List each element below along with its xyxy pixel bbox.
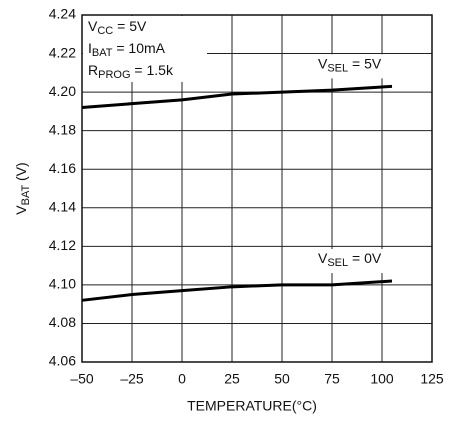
label-main: V: [318, 250, 328, 266]
y-tick-label: 4.16: [49, 160, 76, 176]
x-tick-label: 125: [420, 371, 444, 387]
annotation-background: [83, 16, 207, 82]
y-tick-label: 4.06: [49, 353, 76, 369]
label-main: I: [88, 40, 92, 56]
series-line: [81, 84, 393, 110]
label-sub: SEL: [327, 62, 348, 74]
label: VSEL = 0V: [318, 250, 382, 269]
y-tick-label: 4.20: [49, 83, 76, 99]
label-sub: BAT: [20, 185, 32, 206]
x-tick-label: 25: [224, 371, 240, 387]
x-tick-label: 75: [324, 371, 340, 387]
y-tick-label: 4.22: [49, 44, 76, 60]
label-tail: = 0V: [348, 250, 382, 266]
x-tick-label: 100: [370, 371, 394, 387]
plot-frame: [81, 14, 433, 363]
x-tick-label: 0: [178, 371, 186, 387]
x-tick-label: 50: [274, 371, 290, 387]
y-tick-label: 4.18: [49, 121, 76, 137]
label: VSEL = 5V: [318, 55, 382, 74]
label-tail: = 5V: [348, 55, 382, 71]
label: VCC = 5V: [88, 18, 147, 37]
y-tick-label: 4.14: [49, 198, 76, 214]
label-sub: SEL: [327, 257, 348, 269]
label-tail: (V): [13, 162, 29, 185]
label-sub: BAT: [92, 47, 113, 59]
y-tick-label: 4.08: [49, 314, 76, 330]
label-sub: CC: [97, 25, 113, 37]
series-label-background: [312, 54, 392, 79]
label-tail: = 5V: [113, 18, 147, 34]
label-sub: PROG: [98, 69, 130, 81]
y-tick-label: 4.24: [49, 6, 76, 22]
label-tail: = 1.5k: [131, 62, 174, 78]
y-tick-label: 4.10: [49, 276, 76, 292]
label-main: R: [88, 62, 98, 78]
x-tick-label: –25: [120, 371, 144, 387]
series-line: [81, 279, 393, 302]
label: RPROG = 1.5k: [88, 62, 174, 81]
x-tick-label: –50: [70, 371, 94, 387]
label: IBAT = 10mA: [88, 40, 166, 59]
label-main: V: [13, 205, 29, 215]
y-tick-label: 4.12: [49, 237, 76, 253]
series-label-background: [312, 249, 392, 274]
x-axis-label: TEMPERATURE(°C): [187, 398, 317, 414]
label: VBAT (V): [13, 162, 32, 214]
label-main: V: [88, 18, 98, 34]
label-tail: = 10mA: [112, 40, 165, 56]
label-main: V: [318, 55, 328, 71]
